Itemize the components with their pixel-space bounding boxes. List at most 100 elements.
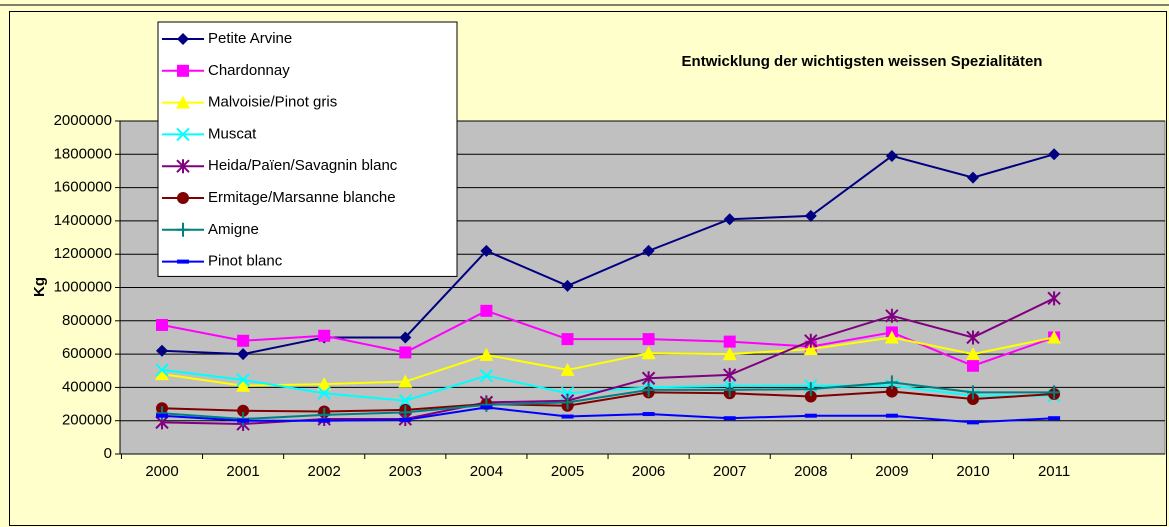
marker: [804, 390, 817, 403]
marker: [480, 244, 493, 257]
legend-box: [157, 21, 458, 277]
series-line: [161, 406, 1055, 424]
marker: [1048, 148, 1061, 161]
y-tick-label: 600000: [62, 345, 112, 362]
marker: [156, 406, 168, 421]
marker: [967, 171, 979, 184]
y-tick-label: 1200000: [54, 245, 112, 262]
marker: [317, 377, 332, 391]
marker: [236, 373, 250, 387]
marker: [155, 363, 169, 377]
legend-label: Muscat: [208, 125, 257, 142]
series-line: [161, 153, 1055, 356]
marker: [967, 359, 979, 372]
marker: [561, 333, 574, 346]
marker: [318, 329, 331, 342]
marker: [722, 347, 737, 361]
series-line: [161, 309, 1055, 367]
marker: [723, 213, 736, 226]
marker: [641, 346, 656, 360]
marker: [237, 404, 250, 417]
marker: [803, 342, 818, 356]
series: [155, 330, 1062, 392]
legend-label: Chardonnay: [208, 62, 290, 79]
marker: [399, 417, 412, 422]
legend-label: Petite Arvine: [208, 30, 292, 47]
x-tick-label: 2008: [794, 463, 827, 480]
x-tick-label: 2004: [470, 463, 503, 480]
marker: [237, 334, 250, 347]
x-tick-label: 2001: [226, 463, 259, 480]
marker: [1047, 330, 1062, 344]
marker: [1048, 416, 1061, 421]
marker: [480, 397, 493, 412]
legend: Petite Arvine Chardonnay Malvoisie/Pinot g…: [157, 21, 458, 277]
legend-marker: [177, 64, 189, 77]
y-tick-label: 2000000: [54, 112, 112, 129]
y-tick-label: 1400000: [54, 212, 112, 229]
x-tick-label: 2000: [145, 463, 178, 480]
legend-label: Amigne: [208, 221, 259, 238]
marker: [237, 418, 250, 423]
x-tick-label: 2003: [389, 463, 422, 480]
marker: [318, 418, 331, 423]
marker: [967, 420, 979, 425]
marker: [723, 416, 736, 421]
legend-marker: [177, 259, 189, 264]
legend-marker: [177, 192, 189, 204]
x-tick-label: 2002: [308, 463, 341, 480]
marker: [1048, 385, 1061, 400]
y-tick-label: 1000000: [54, 278, 112, 295]
marker: [561, 414, 574, 419]
marker: [155, 367, 169, 381]
legend-label: Malvoisie/Pinot gris: [208, 94, 337, 111]
series: [156, 148, 1061, 361]
y-tick-label: 200000: [62, 412, 112, 429]
marker: [317, 386, 331, 400]
series-line: [161, 390, 1055, 413]
x-tick-label: 2009: [875, 463, 908, 480]
chart-title: Entwicklung der wichtigsten weissen Spez…: [682, 53, 1043, 70]
y-axis-label: Kg: [31, 277, 48, 297]
marker: [723, 335, 736, 348]
marker: [561, 395, 574, 410]
marker: [967, 385, 979, 400]
marker: [885, 385, 898, 398]
marker: [560, 362, 575, 376]
x-tick-label: 2006: [632, 463, 665, 480]
legend-marker: [177, 33, 189, 45]
series: [156, 405, 1061, 425]
marker: [885, 149, 898, 162]
y-tick-label: 800000: [62, 312, 112, 329]
marker: [399, 405, 412, 420]
legend-marker: [177, 222, 189, 237]
legend-label: Pinot blanc: [208, 253, 283, 270]
marker: [479, 369, 494, 383]
marker: [804, 333, 818, 348]
marker: [885, 308, 899, 323]
marker: [722, 367, 737, 382]
marker: [804, 413, 817, 418]
legend-marker: [176, 95, 190, 109]
x-tick-label: 2010: [956, 463, 989, 480]
series-line: [161, 381, 1055, 421]
legend-marker: [176, 127, 190, 142]
marker: [480, 304, 493, 317]
legend-marker: [176, 159, 190, 174]
marker: [642, 412, 655, 417]
x-tick-label: 2007: [713, 463, 746, 480]
marker: [399, 346, 412, 359]
marker: [966, 330, 980, 345]
series-line: [161, 336, 1055, 387]
y-tick-label: 0: [104, 445, 112, 462]
marker: [885, 375, 898, 390]
marker: [642, 244, 655, 257]
marker: [1047, 291, 1061, 306]
marker: [804, 209, 817, 222]
x-tick-label: 2011: [1038, 463, 1070, 480]
marker: [398, 374, 413, 388]
y-tick-label: 1800000: [54, 145, 112, 162]
legend-label: Ermitage/Marsanne blanche: [208, 189, 396, 206]
